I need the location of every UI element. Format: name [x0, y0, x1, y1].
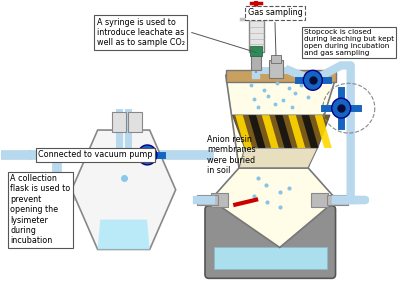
- Polygon shape: [262, 115, 279, 148]
- Polygon shape: [302, 115, 318, 148]
- Polygon shape: [235, 115, 252, 148]
- Text: Anion resin
membranes
were buried
in soil: Anion resin membranes were buried in soi…: [207, 135, 256, 175]
- Bar: [327, 195, 348, 205]
- Text: A collection
flask is used to
prevent
opening the
lysimeter
during
incubation: A collection flask is used to prevent op…: [10, 174, 70, 245]
- Bar: [250, 46, 262, 56]
- Text: Gas sampling: Gas sampling: [248, 8, 302, 17]
- Polygon shape: [72, 130, 176, 250]
- Bar: [198, 195, 218, 205]
- Bar: [251, 53, 261, 70]
- Bar: [271, 55, 281, 64]
- Text: Stopcock is closed
during leaching but kept
open during incubation
and gas sampl: Stopcock is closed during leaching but k…: [304, 29, 394, 56]
- Polygon shape: [275, 115, 292, 148]
- Bar: [128, 112, 142, 132]
- Polygon shape: [98, 220, 150, 250]
- FancyBboxPatch shape: [205, 206, 336, 278]
- Polygon shape: [239, 148, 318, 168]
- Polygon shape: [214, 248, 327, 269]
- Bar: [248, 15, 264, 53]
- Bar: [226, 70, 336, 82]
- Text: Connected to vacuum pump: Connected to vacuum pump: [38, 150, 152, 159]
- Bar: [311, 193, 328, 207]
- Polygon shape: [315, 115, 332, 148]
- Circle shape: [303, 70, 322, 90]
- Text: A syringe is used to
introduce leachate as
well as to sample CO₂: A syringe is used to introduce leachate …: [97, 18, 185, 47]
- Polygon shape: [211, 168, 336, 248]
- Polygon shape: [226, 75, 336, 168]
- Polygon shape: [288, 115, 305, 148]
- Bar: [112, 112, 126, 132]
- Bar: [250, 13, 262, 17]
- Circle shape: [138, 145, 157, 165]
- Polygon shape: [248, 115, 266, 148]
- Bar: [269, 60, 282, 78]
- Circle shape: [332, 98, 351, 118]
- Polygon shape: [232, 115, 330, 148]
- Bar: [211, 193, 228, 207]
